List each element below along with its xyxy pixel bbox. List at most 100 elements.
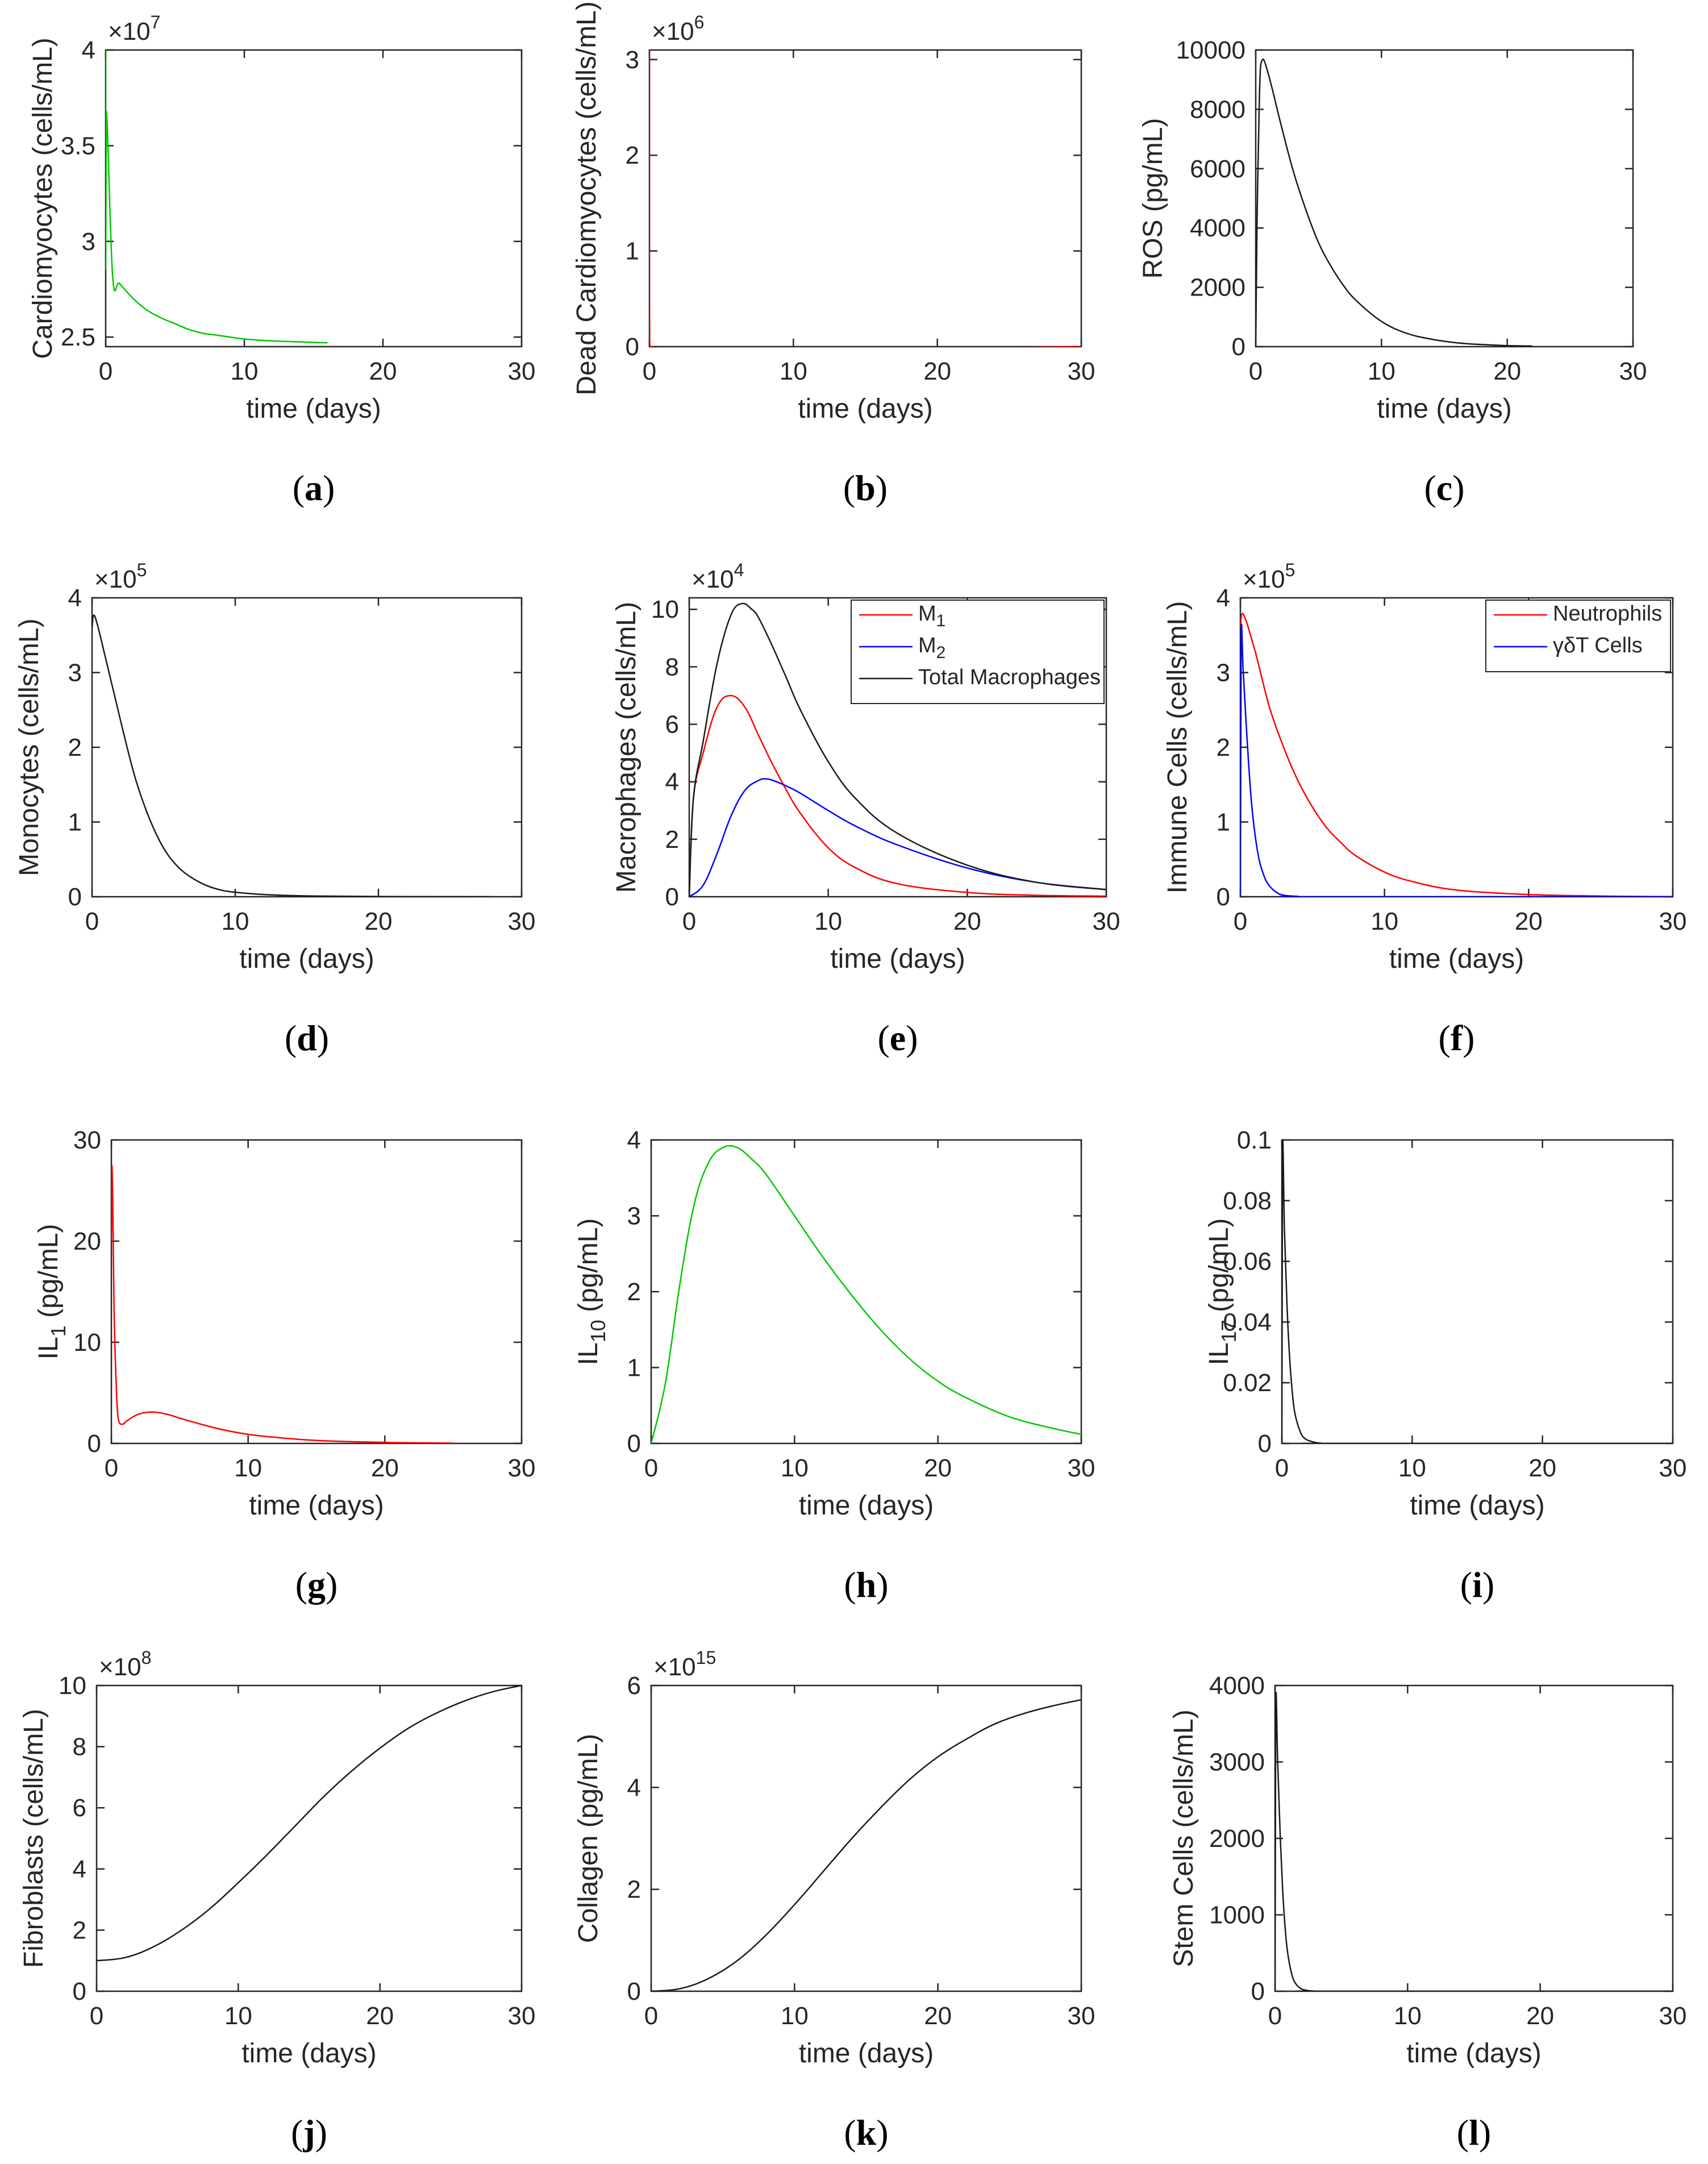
x-axis-label: time (days): [1406, 2038, 1541, 2069]
y-axis-label: Immune Cells (cells/mL): [1163, 601, 1193, 894]
y-axis-label-main: Monocytes (cells/mL): [14, 618, 44, 876]
x-tick-label: 20: [924, 1454, 952, 1482]
y-tick-label: 0: [626, 333, 639, 361]
exponent-power: 6: [694, 12, 705, 32]
x-axis-label: time (days): [1410, 1491, 1544, 1521]
y-tick-label: 0: [665, 883, 679, 911]
y-tick-label: 2: [627, 1278, 641, 1306]
y-tick-label: 10: [651, 596, 679, 623]
panel-l: 0 10 20 30 0 1000 2000 3000 4000 time (days) Stem …: [1169, 1672, 1686, 2153]
legend-entry: M1: [918, 602, 945, 630]
y-tick-label: 3: [68, 659, 82, 687]
exponent-base: ×10: [691, 565, 734, 593]
axes-box: [1281, 1139, 1674, 1445]
y-tick-label: 4000: [1209, 1672, 1265, 1700]
y-tick-label: 0: [1251, 1978, 1265, 2005]
x-tick-label: 10: [1398, 1454, 1426, 1482]
y-tick-label: 0: [73, 1978, 86, 2005]
legend-entry: γδT Cells: [1553, 634, 1643, 657]
legend: Neutrophils γδT Cells: [1485, 600, 1671, 672]
axis-exponent: ×107: [108, 12, 160, 45]
y-tick-label: 0.02: [1223, 1369, 1272, 1397]
x-tick-label: 30: [1619, 357, 1647, 385]
legend-entry: M2: [918, 634, 945, 662]
exponent-base: ×10: [652, 18, 694, 45]
y-tick-label: 6: [627, 1672, 641, 1700]
y-axis-label: Dead Cardiomyocytes (cells/mL): [572, 1, 602, 396]
x-tick-label: 0: [1249, 357, 1263, 385]
y-tick-label: 2: [73, 1916, 86, 1944]
y-tick-label: 1: [626, 238, 639, 265]
y-tick-label: 2.5: [61, 323, 95, 351]
panel-caption-letter: f: [1451, 1018, 1463, 1058]
y-tick-label: 1: [1217, 809, 1230, 837]
panel-caption: (d): [285, 1018, 329, 1058]
y-axis-label-subscript: 10: [586, 1320, 610, 1342]
y-tick-label: 6000: [1190, 155, 1245, 183]
panel-k: 0 10 20 30 0 2 4 6 ×1015 time (days) Collagen (pg/…: [573, 1647, 1095, 2153]
series-line-fibroblasts: [97, 1686, 522, 1962]
y-tick-label: 8: [73, 1733, 86, 1761]
legend-label-subscript: 1: [936, 611, 946, 630]
series-line-dead-cardiomyocytes: [649, 50, 1081, 347]
panel-a: 0 10 20 30 2.5 3 3.5 4 ×107 time (days) Cardiomyoc…: [28, 12, 535, 508]
series-line-neutrophils: [1240, 613, 1673, 897]
x-axis-label: time (days): [799, 1491, 934, 1521]
y-axis-label: Macrophages (cells/mL): [611, 602, 641, 893]
x-tick-label: 20: [1493, 357, 1521, 385]
y-tick-label: 0: [1232, 333, 1245, 361]
x-tick-label: 0: [105, 1454, 118, 1482]
y-axis-label-main: Macrophages (cells/mL): [611, 602, 641, 893]
y-tick-label: 0: [88, 1430, 101, 1458]
y-tick-label: 0.08: [1223, 1187, 1272, 1215]
series-line-monocytes: [92, 614, 493, 897]
legend-label: γδT Cells: [1553, 634, 1643, 657]
panel-caption: (c): [1424, 468, 1464, 508]
y-tick-label: 6: [665, 711, 679, 739]
axes-box: [648, 49, 1082, 348]
y-tick-label: 30: [73, 1126, 101, 1154]
x-tick-label: 10: [781, 2002, 809, 2030]
x-axis-label: time (days): [241, 2038, 376, 2069]
panel-c: 0 10 20 30 0 2000 4000 6000 8000 10000 time (days)…: [1138, 36, 1647, 508]
y-tick-label: 0: [68, 883, 82, 911]
y-tick-label: 3000: [1209, 1749, 1265, 1776]
x-tick-label: 20: [923, 357, 951, 385]
panel-caption: (h): [844, 1564, 888, 1605]
panel-caption: (b): [843, 468, 888, 508]
series-line-ros: [1256, 59, 1532, 347]
series-line-m1: [689, 694, 1106, 897]
x-tick-label: 20: [924, 2002, 952, 2030]
x-tick-label: 30: [1068, 357, 1095, 385]
y-axis-label: IL1 (pg/mL): [34, 1224, 70, 1360]
x-tick-label: 30: [1659, 2002, 1687, 2030]
x-tick-label: 10: [224, 2002, 252, 2030]
panel-caption: (j): [291, 2112, 327, 2153]
legend-label: M: [918, 634, 936, 657]
axes-box: [1255, 49, 1634, 348]
axis-exponent: ×105: [94, 560, 147, 593]
y-tick-label: 4: [665, 768, 679, 796]
y-tick-label: 1: [68, 809, 82, 837]
y-axis-label: Collagen (pg/mL): [573, 1734, 603, 1943]
x-tick-label: 10: [814, 908, 842, 935]
panel-caption-letter: h: [856, 1564, 877, 1605]
series-line-m2: [689, 778, 1106, 897]
x-axis-label: time (days): [1389, 944, 1524, 974]
y-axis-label: Fibroblasts (cells/mL): [19, 1709, 49, 1968]
x-tick-label: 30: [1068, 1454, 1095, 1482]
x-tick-label: 0: [85, 908, 99, 935]
legend-entry: Total Macrophages: [918, 665, 1101, 689]
y-axis-label-main: Cardiomyocytes (cells/mL): [28, 38, 58, 359]
exponent-power: 4: [734, 560, 744, 580]
panel-i: 0 10 20 30 0 0.02 0.04 0.06 0.08 0.1 time (days) IL…: [1204, 1126, 1686, 1605]
panel-caption: (g): [295, 1564, 338, 1605]
exponent-power: 5: [137, 560, 147, 580]
y-tick-label: 3: [82, 228, 95, 256]
x-tick-label: 20: [365, 908, 393, 935]
y-tick-label: 2: [626, 142, 639, 169]
y-axis-label-main: Dead Cardiomyocytes (cells/mL): [572, 1, 602, 396]
x-axis-label: time (days): [239, 944, 374, 974]
x-tick-label: 20: [1528, 1454, 1556, 1482]
